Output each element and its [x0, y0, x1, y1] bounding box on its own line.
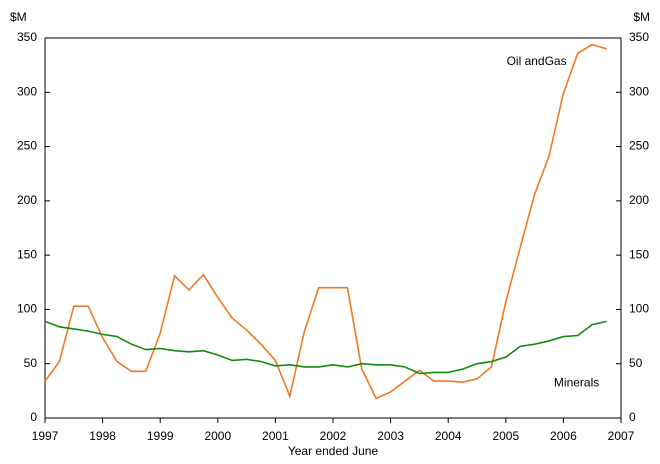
y-tick-label: 0: [30, 410, 37, 424]
line-series: [44, 320, 607, 375]
series-label: Oil andGas: [507, 54, 567, 68]
y-tick-label: 350: [17, 30, 37, 44]
x-tick-label: 2000: [204, 429, 231, 443]
y-tick-label: 100: [17, 302, 37, 316]
y-unit: $M: [10, 10, 27, 24]
series-label: Minerals: [554, 376, 599, 390]
x-tick-label: 2001: [262, 429, 289, 443]
x-tick-label: 1999: [147, 429, 174, 443]
x-tick-label: 2006: [550, 429, 577, 443]
x-tick-label: 1997: [32, 429, 59, 443]
y2-tick-label: 50: [629, 356, 643, 370]
y2-tick-label: 100: [629, 302, 649, 316]
y-tick-label: 250: [17, 139, 37, 153]
y2-unit: $M: [633, 10, 650, 24]
y2-tick-label: 150: [629, 247, 649, 261]
x-tick-label: 2004: [435, 429, 462, 443]
line-series: [44, 43, 607, 400]
x-tick-label: 2005: [492, 429, 519, 443]
x-tick-label: 2003: [377, 429, 404, 443]
x-tick-label: 1998: [89, 429, 116, 443]
y2-tick-label: 250: [629, 139, 649, 153]
y-tick-label: 200: [17, 193, 37, 207]
y-tick-label: 300: [17, 84, 37, 98]
y2-tick-label: 200: [629, 193, 649, 207]
y-tick-label: 50: [24, 356, 38, 370]
x-tick-label: 2002: [320, 429, 347, 443]
y-tick-label: 150: [17, 247, 37, 261]
x-axis-label: Year ended June: [288, 444, 379, 458]
y2-tick-label: 300: [629, 84, 649, 98]
y2-tick-label: 0: [629, 410, 636, 424]
y2-tick-label: 350: [629, 30, 649, 44]
plot-frame: [44, 37, 622, 419]
x-tick-label: 2007: [608, 429, 635, 443]
